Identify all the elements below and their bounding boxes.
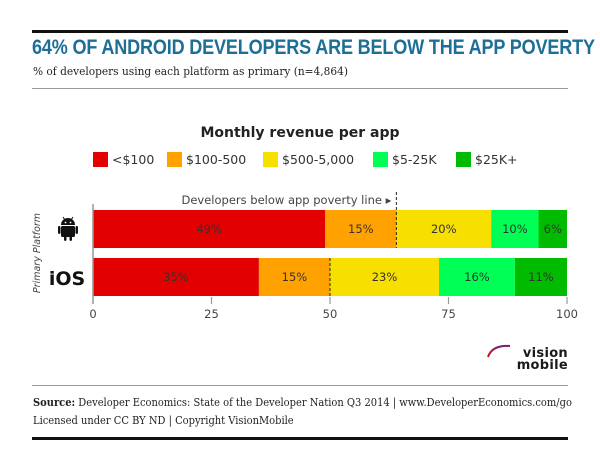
footer-divider [32, 385, 568, 386]
source-text: Developer Economics: State of the Develo… [75, 396, 572, 409]
page-subtitle: % of developers using each platform as p… [33, 64, 348, 78]
page-title: 64% OF ANDROID DEVELOPERS ARE BELOW THE … [32, 36, 600, 59]
bar-segment [538, 210, 567, 248]
data-label: 20% [431, 222, 457, 236]
x-tick-label: 0 [89, 307, 96, 321]
legend-item: $5-25K [373, 151, 437, 167]
source-label: Source: [33, 396, 76, 409]
bottom-rule [32, 437, 568, 440]
bar-segment [514, 258, 567, 296]
legend-item: $500-5,000 [263, 151, 354, 167]
x-tick-label: 75 [441, 307, 456, 321]
legend-title: Monthly revenue per app [200, 125, 400, 141]
legend-swatch [373, 151, 388, 167]
legend-swatch [167, 151, 182, 167]
legend-label: $100-500 [186, 151, 247, 167]
android-icon [58, 216, 78, 241]
legend-swatch [93, 151, 108, 167]
data-label: 15% [348, 222, 374, 236]
data-label: 6% [544, 222, 562, 236]
data-label: 11% [528, 270, 554, 284]
top-rule [32, 30, 568, 33]
poverty-line-annotation: Developers below app poverty line ▸ [182, 193, 392, 207]
legend-label: <$100 [112, 151, 155, 167]
bar-segment [396, 210, 492, 248]
legend-label: $500-5,000 [282, 151, 355, 167]
legend-item: $25K+ [456, 151, 518, 167]
source-line: Source: Developer Economics: State of th… [33, 396, 572, 409]
bar-segment [93, 258, 259, 296]
x-tick-label: 100 [556, 307, 578, 321]
data-label: 49% [196, 222, 222, 236]
x-tick-label: 25 [204, 307, 219, 321]
x-tick-label: 50 [323, 307, 338, 321]
bar-segment [330, 258, 440, 296]
logo-text-vision: vision [522, 346, 568, 361]
bar-segment [325, 210, 397, 248]
category-label-ios: iOS [49, 268, 85, 290]
data-label: 16% [464, 270, 490, 284]
bar-segment [491, 210, 539, 248]
header-divider [32, 88, 568, 89]
data-label: 10% [502, 222, 528, 236]
logo-arc-icon [487, 344, 511, 358]
visionmobile-logo: vision mobile [484, 343, 568, 373]
legend-item: $100-500 [167, 151, 246, 167]
license-line: Licensed under CC BY ND | Copyright Visi… [33, 414, 294, 427]
bar-segment [258, 258, 330, 296]
legend-label: $25K+ [475, 151, 518, 167]
logo-text-mobile: mobile [516, 358, 568, 373]
legend-label: $5-25K [392, 151, 437, 167]
data-label: 23% [372, 270, 398, 284]
legend-swatch [263, 151, 278, 167]
data-label: 35% [163, 270, 189, 284]
legend-swatch [456, 151, 471, 167]
legend-item: <$100 [93, 151, 154, 167]
bar-segment [93, 210, 326, 248]
data-label: 15% [282, 270, 308, 284]
y-axis-label: Primary Platform [32, 213, 43, 293]
bar-segment [439, 258, 515, 296]
